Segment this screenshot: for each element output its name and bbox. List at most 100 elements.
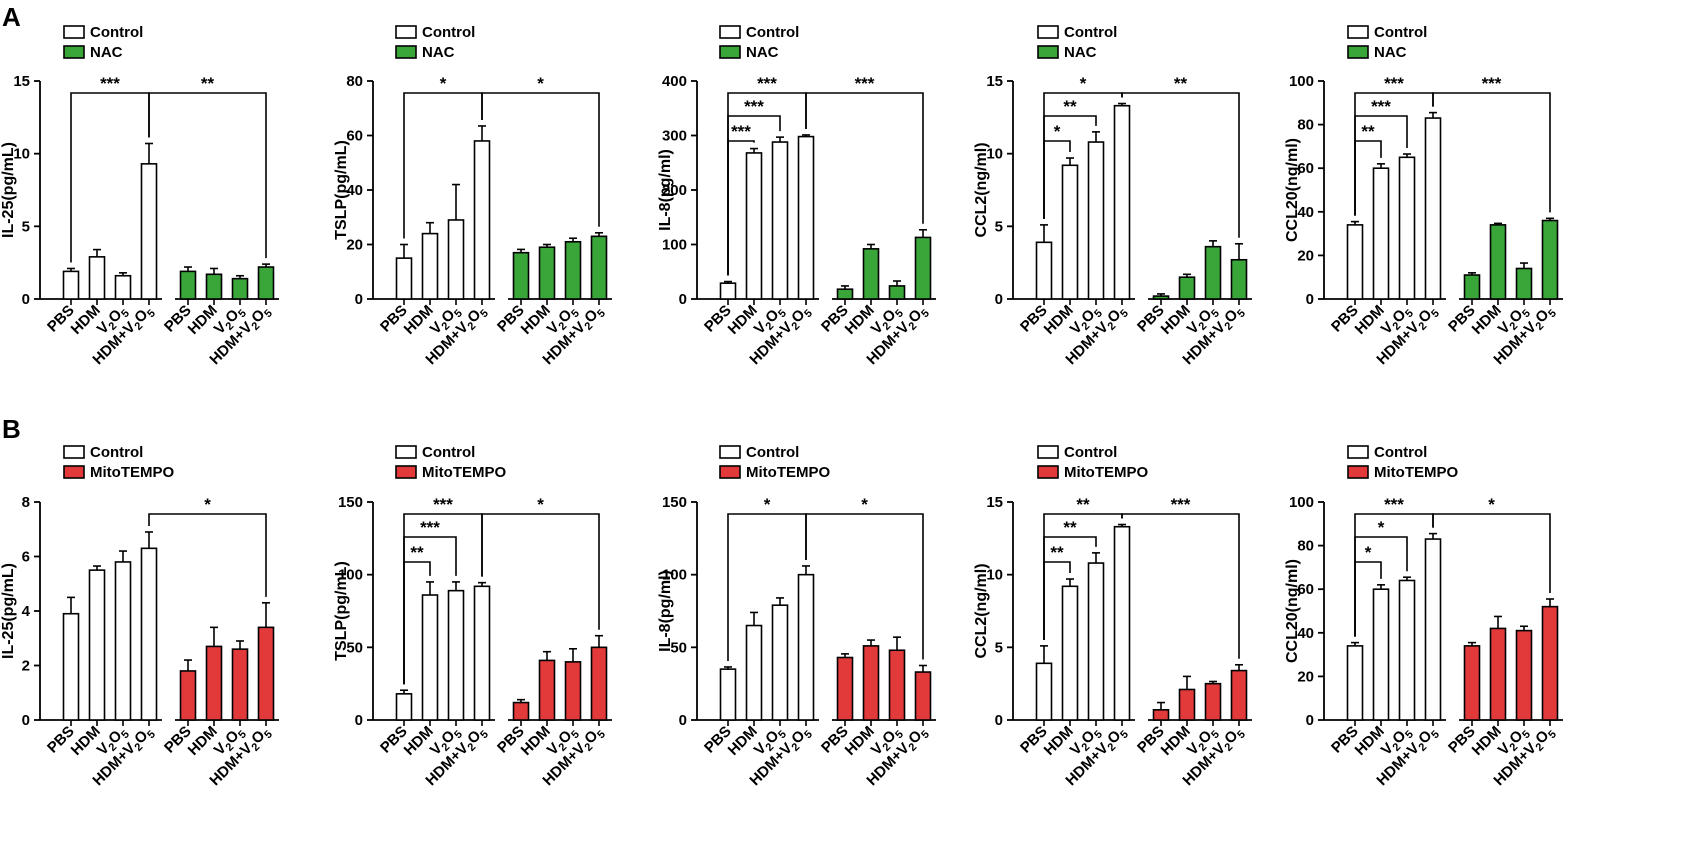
y-tick-label: 0 — [355, 291, 363, 308]
bar — [1541, 219, 1559, 300]
legend-label: NAC — [422, 44, 455, 61]
bar — [836, 656, 854, 721]
y-axis-label: CCL2(ng/ml) — [973, 563, 990, 658]
significance-label: *** — [1371, 97, 1391, 116]
y-axis-label: IL-25(pg/mL) — [0, 563, 17, 659]
bar — [447, 589, 465, 721]
bar — [862, 645, 880, 721]
legend-label: Control — [1374, 444, 1427, 461]
bar — [564, 240, 582, 300]
bar — [257, 266, 275, 300]
y-tick-label: 150 — [338, 494, 363, 511]
legend-swatch-control — [63, 25, 85, 39]
legend-label: MitoTEMPO — [1064, 464, 1148, 481]
significance-label: ** — [1361, 122, 1375, 141]
legend-label: Control — [422, 444, 475, 461]
bar — [421, 594, 439, 721]
legend-swatch-treatment — [395, 465, 417, 479]
legend-label: Control — [90, 24, 143, 41]
y-tick-label: 40 — [1297, 204, 1314, 221]
bar — [1515, 267, 1533, 300]
bar — [1372, 167, 1390, 300]
significance-label: *** — [855, 74, 875, 93]
bar — [1152, 295, 1170, 300]
bar — [1113, 104, 1131, 300]
bar — [231, 648, 249, 721]
legend-label: MitoTEMPO — [746, 464, 830, 481]
significance-label: * — [764, 495, 771, 514]
y-tick-label: 20 — [346, 237, 363, 254]
legend-swatch-treatment — [1037, 465, 1059, 479]
y-tick-label: 5 — [995, 218, 1003, 235]
bar — [719, 282, 737, 300]
legend: Control MitoTEMPO — [63, 444, 174, 481]
significance-bracket — [1354, 513, 1434, 637]
significance-bracket — [727, 92, 807, 276]
significance-label: ** — [1063, 97, 1077, 116]
legend-label: MitoTEMPO — [1374, 464, 1458, 481]
significance-label: * — [861, 495, 868, 514]
bar — [1463, 274, 1481, 300]
significance-label: * — [1378, 518, 1385, 537]
bar — [114, 561, 132, 721]
y-tick-label: 10 — [986, 567, 1003, 584]
legend: Control NAC — [63, 24, 143, 61]
bar — [447, 219, 465, 300]
bar — [1489, 224, 1507, 300]
y-tick-label: 10 — [986, 146, 1003, 163]
y-tick-label: 0 — [995, 291, 1003, 308]
significance-label: ** — [1050, 543, 1064, 562]
legend-label: Control — [746, 444, 799, 461]
bar — [564, 661, 582, 721]
bar — [1424, 538, 1442, 721]
bar — [745, 152, 763, 300]
significance-label: * — [440, 74, 447, 93]
y-tick-label: 0 — [22, 291, 30, 308]
significance-label: *** — [744, 97, 764, 116]
legend-swatch-control — [719, 445, 741, 459]
y-tick-label: 200 — [662, 182, 687, 199]
significance-bracket — [403, 92, 483, 239]
y-tick-label: 60 — [1297, 160, 1314, 177]
x-tick-label: V2O5 — [1495, 723, 1533, 761]
bar — [862, 248, 880, 300]
y-tick-label: 100 — [662, 567, 687, 584]
y-tick-label: 0 — [355, 712, 363, 729]
legend-label: Control — [746, 24, 799, 41]
y-tick-label: 6 — [22, 549, 30, 566]
significance-label: ** — [201, 74, 215, 93]
y-tick-label: 150 — [662, 494, 687, 511]
x-tick-label: V2O5 — [1495, 302, 1533, 340]
significance-bracket — [1043, 513, 1123, 640]
legend-swatch-treatment — [1037, 45, 1059, 59]
bar — [1035, 662, 1053, 721]
y-tick-label: 0 — [1306, 291, 1314, 308]
bar — [140, 547, 158, 721]
x-tick-label: V2O5 — [211, 723, 249, 761]
bar — [62, 612, 80, 721]
y-tick-label: 15 — [986, 73, 1003, 90]
legend-swatch-control — [1037, 25, 1059, 39]
bar — [140, 163, 158, 300]
bar — [1061, 585, 1079, 721]
significance-bracket — [403, 513, 483, 685]
legend-label: Control — [1064, 24, 1117, 41]
significance-bracket — [1121, 92, 1240, 238]
legend: Control NAC — [395, 24, 475, 61]
bar — [888, 649, 906, 721]
bar — [590, 646, 608, 721]
legend-swatch-treatment — [63, 45, 85, 59]
y-tick-label: 100 — [1289, 494, 1314, 511]
significance-label: * — [1365, 543, 1372, 562]
y-tick-label: 10 — [13, 146, 30, 163]
legend-swatch-control — [395, 25, 417, 39]
bar — [1398, 156, 1416, 300]
significance-bracket — [481, 513, 600, 630]
panel-label: B — [2, 414, 21, 444]
y-axis-label: TSLP(pg/mL) — [333, 140, 350, 240]
bar — [538, 246, 556, 300]
y-tick-label: 15 — [986, 494, 1003, 511]
